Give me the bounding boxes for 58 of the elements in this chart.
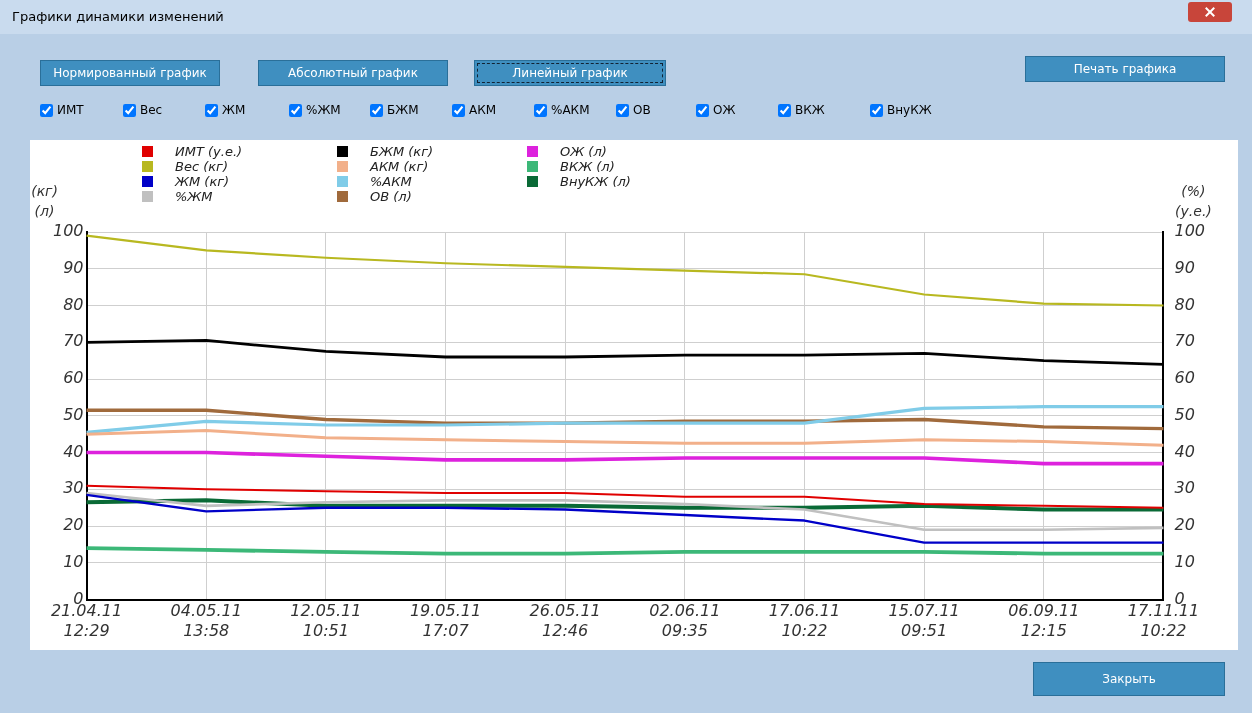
y2-tick-label: 30 <box>1174 478 1195 498</box>
y2-tick-label: 20 <box>1174 515 1195 535</box>
legend-label: БЖМ (кг) <box>370 144 434 159</box>
text: Нормированный график <box>40 60 220 86</box>
text: ВнуКЖ <box>887 103 932 117</box>
y-tick-label: 10 <box>63 552 84 571</box>
y-tick-label: 90 <box>63 257 84 277</box>
y-tick-label: 70 <box>63 331 84 351</box>
x-tick-label: 12.05.11 10:51 <box>290 601 362 640</box>
text: Абсолютный график <box>258 60 448 86</box>
legend-label: АКМ (кг) <box>370 159 429 174</box>
text: ОЖ <box>713 103 736 117</box>
legend-label: ИМТ (у.е.) <box>175 144 243 159</box>
x-tick-label: 26.05.11 12:46 <box>529 601 601 640</box>
x-tick-label: 02.06.11 09:35 <box>649 601 721 640</box>
legend-label: Вес (кг) <box>175 159 229 174</box>
x-tick-label: 17.06.11 10:22 <box>768 601 841 640</box>
y2-tick-label: 10 <box>1174 552 1195 571</box>
y-tick-label: 30 <box>63 478 84 498</box>
text: ЖМ <box>222 103 246 117</box>
text: %АКМ <box>551 103 590 117</box>
y-tick-label: 60 <box>63 368 84 388</box>
text: Линейный график <box>474 60 666 86</box>
text: ВКЖ <box>795 103 825 117</box>
y2-axis-title: (%) (у.е.) <box>1175 183 1212 219</box>
y-tick-label: 20 <box>63 515 84 535</box>
text: БЖМ <box>387 103 419 117</box>
legend-label: ВКЖ (л) <box>560 159 615 174</box>
legend-label: ЖМ (кг) <box>175 174 230 189</box>
text: ИМТ <box>57 103 84 117</box>
y-tick-label: 50 <box>63 404 84 424</box>
x-tick-label: 15.07.11 09:51 <box>888 601 960 640</box>
text: Закрыть <box>1033 662 1225 696</box>
y2-tick-label: 80 <box>1174 294 1195 314</box>
text: %ЖМ <box>306 103 341 117</box>
y-tick-label: 100 <box>52 221 84 241</box>
chart-title: Графики динамики изменений <box>12 9 224 24</box>
legend-label: %АКМ <box>370 174 412 189</box>
y-axis-title: (кг) (л) <box>31 183 58 219</box>
text: АКМ <box>469 103 497 117</box>
y2-tick-label: 50 <box>1174 404 1195 424</box>
text: Вес <box>140 103 163 117</box>
y2-tick-label: 70 <box>1174 331 1195 351</box>
y-tick-label: 40 <box>63 441 84 461</box>
y2-tick-label: 60 <box>1174 368 1195 388</box>
text: ОВ <box>633 103 651 117</box>
x-tick-label: 04.05.11 13:58 <box>170 601 242 640</box>
x-tick-label: 19.05.11 17:07 <box>409 601 482 640</box>
legend-label: %ЖМ <box>175 189 213 204</box>
y2-tick-label: 40 <box>1174 441 1195 461</box>
y2-tick-label: 100 <box>1174 221 1206 241</box>
legend-label: ОВ (л) <box>370 189 412 204</box>
text: Печать графика <box>1025 56 1225 82</box>
x-tick-label: 06.09.11 12:15 <box>1008 601 1080 640</box>
y-tick-label: 80 <box>63 294 84 314</box>
legend-label: ОЖ (л) <box>560 144 607 159</box>
y2-tick-label: 90 <box>1174 257 1195 277</box>
legend-label: ВнуКЖ (л) <box>560 174 631 189</box>
